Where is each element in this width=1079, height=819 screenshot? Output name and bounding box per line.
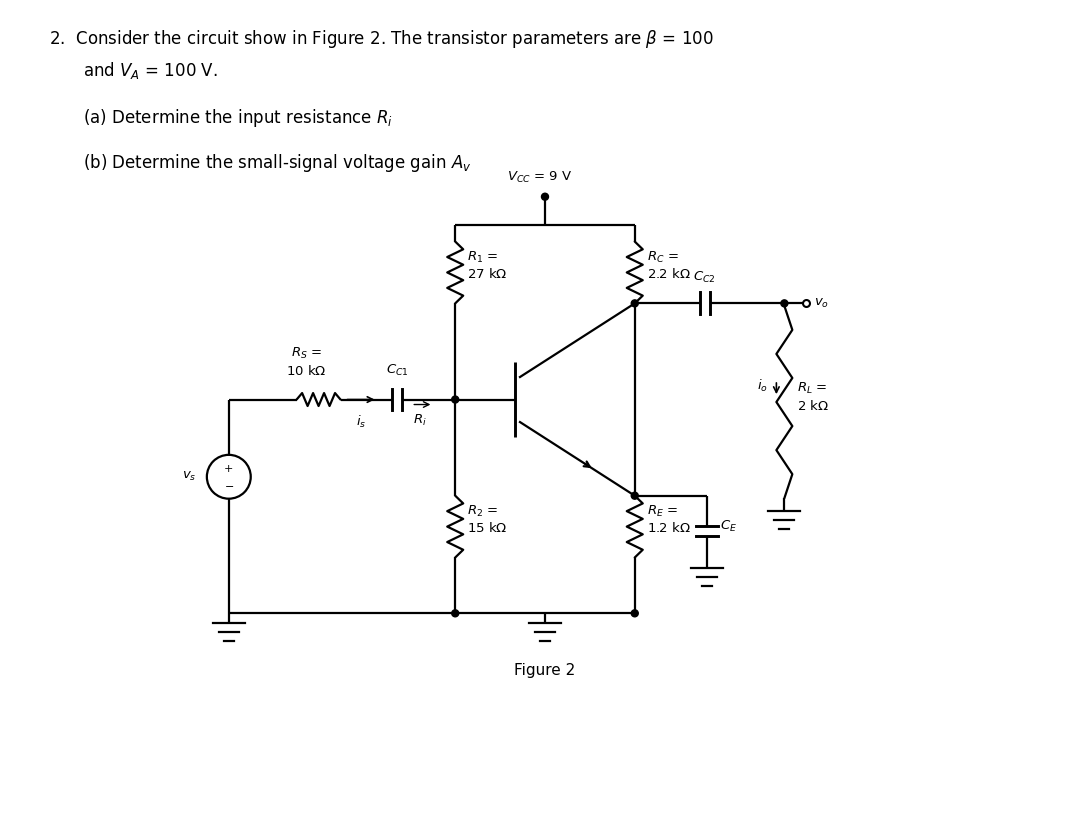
Text: Figure 2: Figure 2 [515, 663, 575, 678]
Text: $R_L$ =
2 k$\Omega$: $R_L$ = 2 k$\Omega$ [797, 382, 830, 413]
Circle shape [542, 193, 548, 200]
Circle shape [452, 396, 459, 403]
Text: $v_o$: $v_o$ [815, 296, 830, 310]
Text: +: + [224, 464, 233, 474]
Text: $i_s$: $i_s$ [356, 414, 366, 430]
Circle shape [452, 610, 459, 617]
Circle shape [631, 300, 639, 307]
Text: and $V_A$ = 100 V.: and $V_A$ = 100 V. [83, 60, 218, 81]
Text: $-$: $-$ [223, 480, 234, 490]
Text: (b) Determine the small-signal voltage gain $A_v$: (b) Determine the small-signal voltage g… [83, 152, 472, 174]
Text: $R_C$ =
2.2 k$\Omega$: $R_C$ = 2.2 k$\Omega$ [646, 250, 691, 281]
Circle shape [631, 610, 639, 617]
Text: $v_s$: $v_s$ [182, 470, 196, 483]
Text: $R_1$ =
27 k$\Omega$: $R_1$ = 27 k$\Omega$ [467, 250, 507, 281]
Text: $C_{C2}$: $C_{C2}$ [693, 270, 715, 286]
Text: $R_E$ =
1.2 k$\Omega$: $R_E$ = 1.2 k$\Omega$ [646, 504, 691, 536]
Text: $R_2$ =
15 k$\Omega$: $R_2$ = 15 k$\Omega$ [467, 504, 507, 536]
Text: $C_{C1}$: $C_{C1}$ [386, 363, 409, 378]
Circle shape [781, 300, 788, 307]
Text: $V_{CC}$ = 9 V: $V_{CC}$ = 9 V [507, 170, 573, 185]
Text: $R_i$: $R_i$ [413, 413, 427, 428]
Text: (a) Determine the input resistance $R_i$: (a) Determine the input resistance $R_i$ [83, 107, 394, 129]
Text: $C_E$: $C_E$ [720, 519, 737, 534]
Text: 2.  Consider the circuit show in Figure 2. The transistor parameters are $\beta$: 2. Consider the circuit show in Figure 2… [50, 29, 714, 50]
Text: $i_o$: $i_o$ [757, 378, 768, 394]
Text: $R_S$ =
10 k$\Omega$: $R_S$ = 10 k$\Omega$ [286, 346, 327, 378]
Circle shape [631, 492, 639, 500]
